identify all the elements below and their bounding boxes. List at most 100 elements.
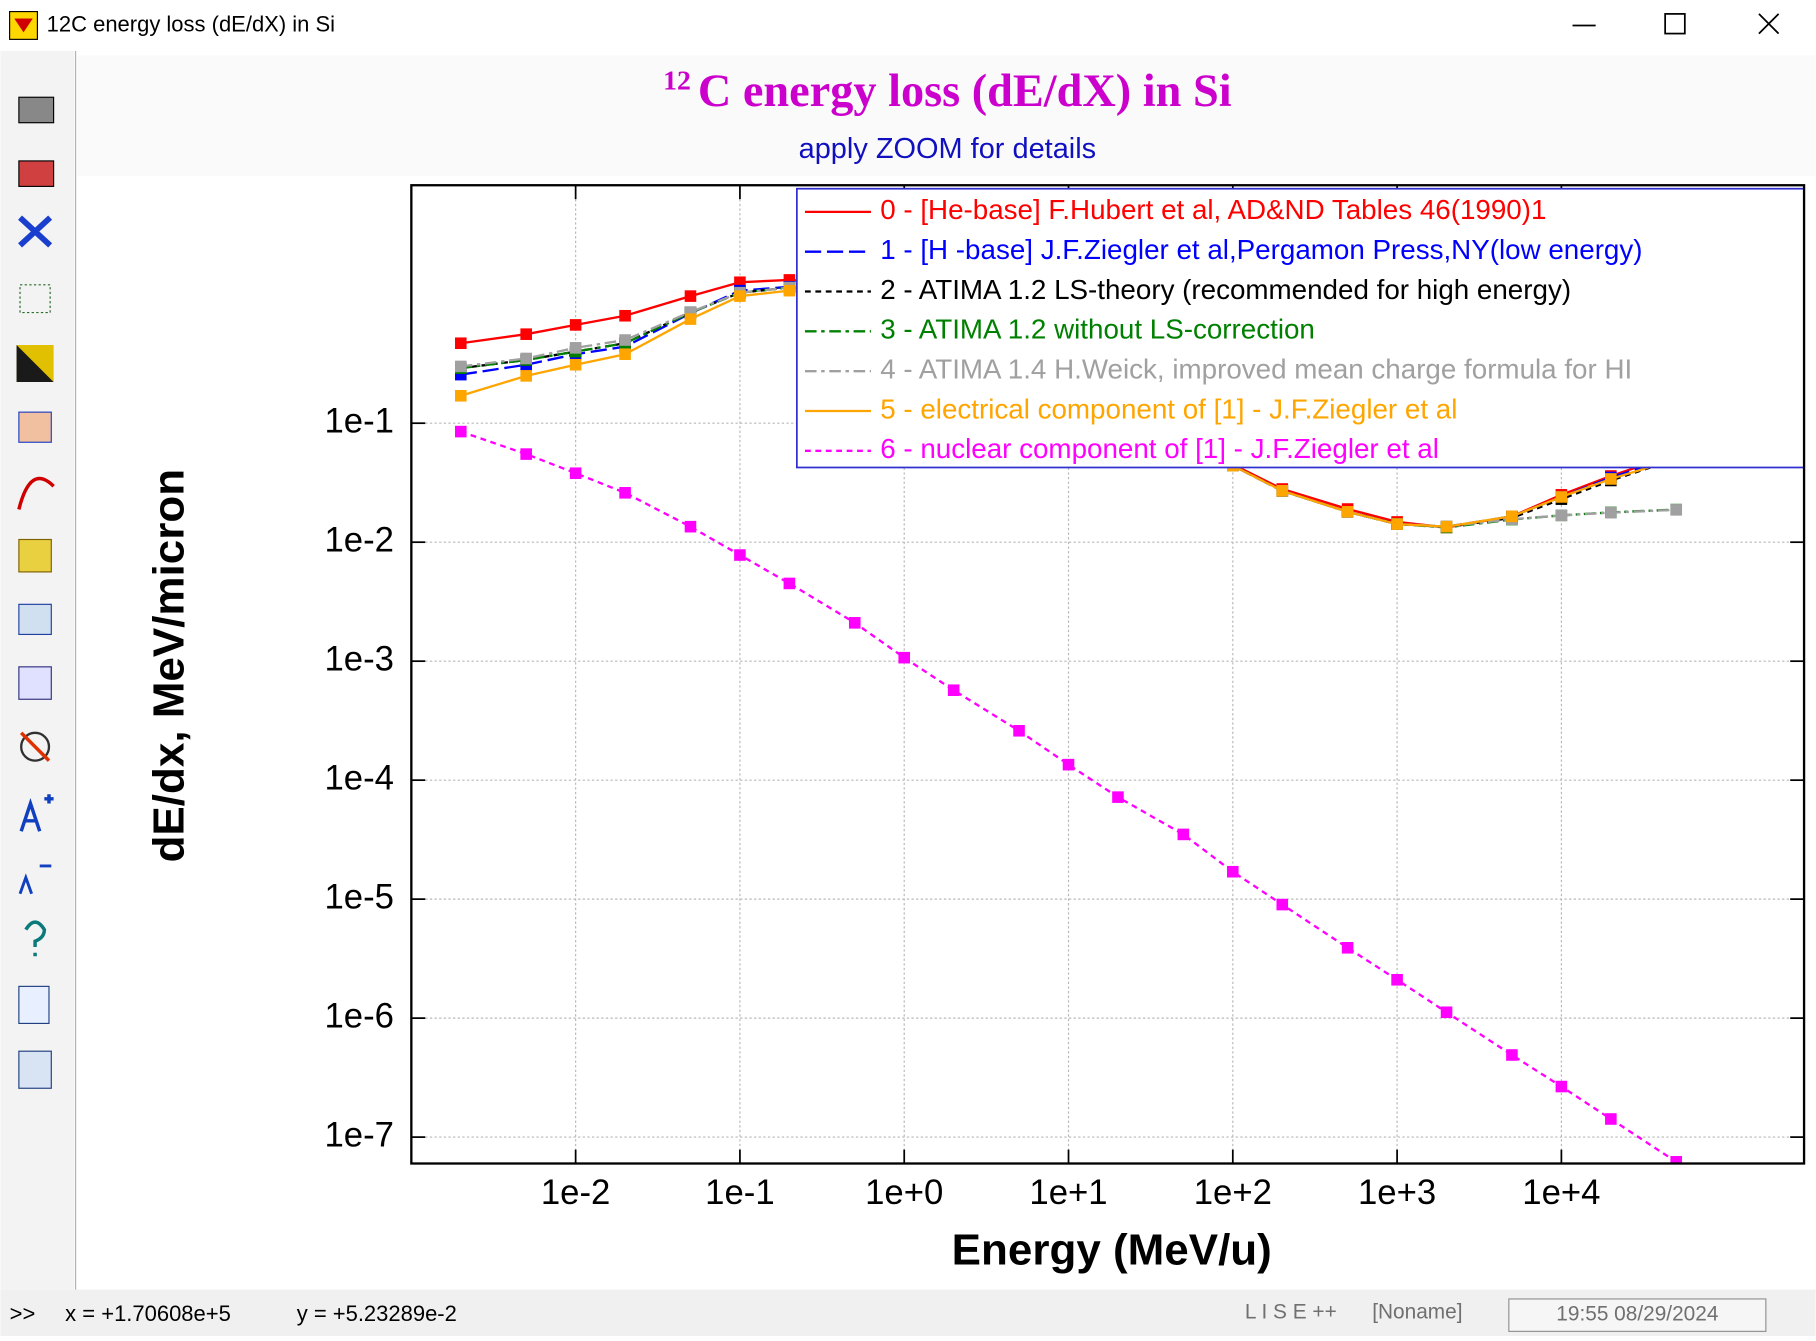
plot-frame — [410, 184, 1806, 1165]
data-point — [1440, 1006, 1453, 1019]
legend: 0 - [He-base] F.Hubert et al, AD&ND Tabl… — [795, 187, 1805, 469]
legend-label: 1 - [H -base] J.F.Ziegler et al,Pergamon… — [880, 234, 1642, 265]
data-point — [1506, 1049, 1518, 1061]
plot: 0 - [He-base] F.Hubert et al, AD&ND Tabl… — [411, 185, 1805, 1164]
data-point — [520, 328, 532, 340]
data-point — [734, 276, 746, 289]
legend-box — [795, 187, 1805, 469]
stats-icon[interactable] — [18, 666, 52, 700]
data-point — [455, 368, 467, 381]
data-point — [1112, 791, 1124, 803]
x-axis-icon[interactable] — [18, 215, 53, 248]
y-tick-label: 1e-1 — [324, 402, 394, 440]
data-point — [1391, 973, 1403, 986]
legend-label: 0 - [He-base] F.Hubert et al, AD&ND Tabl… — [880, 194, 1546, 225]
no-zoom-icon[interactable] — [20, 731, 51, 762]
y-tick-label: 1e-6 — [324, 997, 394, 1035]
data-point — [1605, 1113, 1617, 1125]
data-point — [1227, 865, 1239, 878]
data-point — [619, 309, 631, 322]
x-tick-label: 1e-2 — [541, 1174, 610, 1212]
toolbar-icons — [16, 96, 55, 1089]
status-prompt: >> — [10, 1301, 36, 1326]
close-button[interactable] — [1758, 13, 1780, 35]
data-point — [848, 617, 861, 629]
print-color-icon[interactable] — [18, 160, 55, 187]
title-bar — [0, 0, 1816, 51]
scatter-icon[interactable] — [19, 284, 51, 314]
data-point — [1013, 724, 1025, 737]
table-icon[interactable] — [18, 538, 52, 573]
data-point — [455, 425, 467, 438]
data-point — [684, 306, 697, 318]
data-point — [1555, 491, 1568, 503]
data-point — [1605, 506, 1617, 519]
palette-icon-shade[interactable] — [16, 344, 54, 383]
data-point — [520, 370, 532, 382]
chart-header — [76, 55, 1816, 176]
data-point — [1062, 758, 1075, 771]
data-point — [455, 337, 467, 350]
window-title: 12C energy loss (dE/dX) in Si — [47, 11, 335, 36]
data-point — [1341, 942, 1354, 954]
data-point — [1670, 1156, 1683, 1164]
x-tick-label: 1e+4 — [1522, 1174, 1600, 1212]
app-icon — [9, 10, 38, 40]
chart-title-text: C energy loss (dE/dX) in Si — [698, 66, 1232, 117]
font-down-icon[interactable] — [18, 864, 52, 895]
data-point — [520, 352, 532, 365]
data-point — [1276, 898, 1289, 911]
export-icon[interactable] — [18, 603, 52, 636]
status-clock: 19:55 08/29/2024 — [1556, 1303, 1718, 1326]
paste-icon[interactable] — [18, 1050, 52, 1089]
help-icon[interactable] — [24, 920, 47, 957]
data-point — [783, 274, 796, 286]
chart-title: 12 C energy loss (dE/dX) in Si — [663, 66, 1232, 117]
data-point — [783, 577, 796, 590]
app-icon-glyph — [14, 18, 33, 33]
chart-subtitle: apply ZOOM for details — [799, 133, 1097, 165]
legend-label: 4 - ATIMA 1.4 H.Weick, improved mean cha… — [880, 354, 1632, 385]
log-icon[interactable] — [18, 411, 52, 443]
data-point — [1670, 504, 1683, 516]
no-zoom-slash[interactable] — [19, 731, 51, 762]
legend-label: 6 - nuclear component of [1] - J.F.Ziegl… — [880, 433, 1439, 464]
status-x: x = +1.70608e+5 — [65, 1301, 231, 1326]
y-tick-label: 1e-7 — [324, 1116, 394, 1154]
data-point — [684, 520, 697, 533]
x-tick-label: 1e+3 — [1358, 1174, 1436, 1212]
data-point — [783, 284, 796, 297]
status-app: L I S E ++ — [1245, 1300, 1337, 1323]
data-point — [455, 389, 467, 402]
chart-title-mass: 12 — [663, 66, 691, 97]
data-point — [619, 334, 631, 346]
legend-label: 5 - electrical component of [1] - J.F.Zi… — [880, 393, 1457, 424]
data-point — [1506, 510, 1518, 523]
legend-label: 2 - ATIMA 1.2 LS-theory (recommended for… — [880, 274, 1571, 305]
status-file: [Noname] — [1372, 1300, 1462, 1323]
fit-icon[interactable] — [17, 476, 55, 510]
data-point — [898, 651, 911, 664]
y-tick-label: 1e-2 — [324, 521, 394, 559]
data-point — [684, 290, 697, 302]
data-point — [569, 467, 582, 479]
x-tick-label: 1e-1 — [705, 1174, 774, 1212]
font-up-icon[interactable] — [19, 794, 54, 832]
x-axis-title: Energy (MeV/u) — [952, 1225, 1272, 1274]
data-point — [619, 487, 631, 499]
print-icon[interactable] — [18, 96, 55, 124]
y-tick-label: 1e-4 — [324, 759, 394, 797]
y-tick-label: 1e-3 — [324, 640, 394, 678]
copy-icon[interactable] — [18, 985, 50, 1024]
data-point — [520, 448, 532, 460]
data-point — [1440, 520, 1453, 533]
data-point — [1555, 509, 1568, 522]
x-tick-label: 1e+1 — [1029, 1174, 1107, 1212]
x-tick-label: 1e+2 — [1194, 1174, 1272, 1212]
data-point — [1276, 485, 1289, 497]
data-point — [947, 684, 960, 697]
legend-label: 3 - ATIMA 1.2 without LS-correction — [880, 314, 1315, 345]
status-clock-box — [1508, 1298, 1767, 1332]
maximize-button[interactable] — [1664, 13, 1686, 35]
